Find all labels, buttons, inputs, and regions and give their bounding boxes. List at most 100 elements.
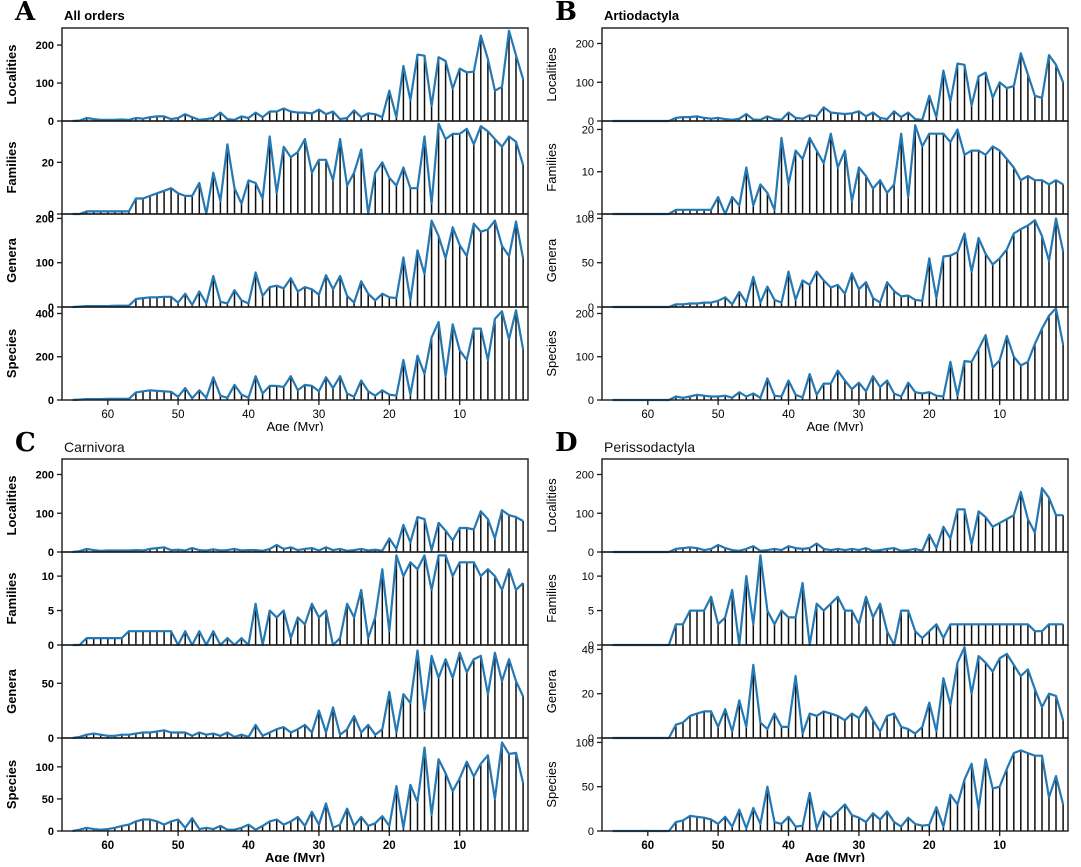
y-axis-label: Genera bbox=[4, 237, 19, 283]
x-axis-label: Age (Myr) bbox=[266, 419, 323, 431]
y-tick-label: 5 bbox=[588, 606, 594, 618]
y-tick-label: 0 bbox=[48, 640, 54, 652]
x-tick-label: 50 bbox=[712, 409, 725, 421]
y-tick-label: 0 bbox=[48, 547, 54, 559]
y-tick-label: 0 bbox=[48, 116, 54, 128]
subplot-families: 0 10 20 Families bbox=[544, 120, 1069, 221]
trend-line bbox=[72, 649, 525, 740]
plot-border bbox=[61, 306, 529, 401]
x-tick-label: 60 bbox=[641, 409, 654, 421]
y-axis-label: Species bbox=[544, 761, 559, 808]
panel-a-plot: 0 100 200 Localities 0 20 Families 0 100 200 Gener… bbox=[0, 26, 540, 434]
plot-border bbox=[61, 737, 529, 832]
panel-title: Carnivora bbox=[64, 439, 125, 455]
subplot-families: 0 5 10 Families bbox=[4, 551, 529, 652]
y-tick-label: 200 bbox=[576, 470, 594, 482]
trend-line bbox=[612, 554, 1064, 647]
y-axis-label: Families bbox=[544, 574, 559, 623]
y-tick-label: 20 bbox=[582, 124, 594, 136]
stems bbox=[85, 555, 524, 645]
y-tick-label: 20 bbox=[582, 689, 594, 701]
subplot-families: 0 5 10 Families bbox=[544, 551, 1069, 652]
plot-border bbox=[601, 27, 1069, 122]
y-tick-label: 0 bbox=[588, 302, 594, 314]
y-tick-label: 200 bbox=[36, 213, 54, 225]
y-axis-label: Genera bbox=[544, 238, 559, 282]
panel-d-header: D Perissodactyla bbox=[540, 428, 1081, 458]
y-tick-label: 10 bbox=[582, 571, 594, 583]
panel-b-header: B Artiodactyla bbox=[540, 0, 1081, 26]
y-axis-label: Families bbox=[544, 143, 559, 192]
subplot-species: 0 50 100 Species bbox=[544, 737, 1069, 838]
trend-line bbox=[72, 554, 524, 647]
subplot-species: 0 100 200 Species bbox=[544, 306, 1069, 407]
plot-border bbox=[61, 458, 529, 553]
x-tick-label: 30 bbox=[313, 840, 326, 852]
y-tick-label: 100 bbox=[576, 77, 594, 89]
x-tick-label: 10 bbox=[453, 409, 466, 421]
y-tick-label: 200 bbox=[576, 308, 594, 320]
x-tick-label: 10 bbox=[453, 840, 466, 852]
trend-line bbox=[72, 29, 525, 123]
x-tick-label: 40 bbox=[782, 409, 795, 421]
y-tick-label: 100 bbox=[36, 508, 54, 520]
x-tick-label: 30 bbox=[853, 409, 866, 421]
stems bbox=[675, 218, 1064, 307]
y-tick-label: 0 bbox=[48, 302, 54, 314]
subplot-genera: 0 50 100 Genera bbox=[544, 213, 1069, 314]
panel-c-chart: 0 100 200 Localities 0 5 10 Families 0 50 Genera 0 5… bbox=[4, 458, 529, 865]
panel-b: B Artiodactyla 0 100 200 Localities 0 10 20 Fam… bbox=[540, 0, 1081, 434]
panel-c-plot: 0 100 200 Localities 0 5 10 Families 0 50 Genera 0 5… bbox=[0, 457, 540, 865]
x-tick-label: 50 bbox=[172, 840, 185, 852]
x-tick-label: 30 bbox=[853, 840, 866, 852]
panel-b-chart: 0100200Localities01020Families050100Gene… bbox=[544, 27, 1069, 434]
panel-d-chart: 0100200Localities0510Families02040Genera… bbox=[544, 458, 1069, 865]
subplot-genera: 0 100 200 Genera bbox=[4, 213, 529, 314]
plot-border bbox=[601, 737, 1069, 832]
x-tick-label: 50 bbox=[712, 840, 725, 852]
stems bbox=[675, 647, 1064, 738]
trend-line bbox=[72, 309, 525, 402]
y-tick-label: 0 bbox=[588, 116, 594, 128]
y-tick-label: 40 bbox=[582, 644, 594, 656]
subplot-genera: 0 50 Genera bbox=[4, 644, 529, 745]
x-tick-label: 60 bbox=[101, 840, 114, 852]
panel-b-plot: 0 100 200 Localities 0 10 20 Families 0 50 100 Gene… bbox=[540, 26, 1080, 434]
y-tick-label: 200 bbox=[36, 40, 54, 52]
panel-d: D Perissodactyla 0 100 200 Localities 0 5 10 Fa… bbox=[540, 428, 1081, 865]
y-axis-label: Localities bbox=[4, 45, 19, 105]
stems bbox=[78, 742, 524, 831]
plot-border bbox=[601, 458, 1069, 553]
trend-line bbox=[612, 646, 1065, 740]
y-axis-label: Genera bbox=[544, 669, 559, 713]
trend-line bbox=[612, 217, 1065, 309]
y-tick-label: 0 bbox=[588, 826, 594, 838]
x-tick-label: 60 bbox=[641, 840, 654, 852]
y-tick-label: 200 bbox=[36, 352, 54, 364]
y-tick-label: 0 bbox=[588, 640, 594, 652]
y-axis-label: Species bbox=[4, 760, 19, 809]
x-tick-label: 40 bbox=[782, 840, 795, 852]
plot-border bbox=[61, 213, 529, 308]
y-tick-label: 10 bbox=[582, 167, 594, 179]
y-tick-label: 20 bbox=[42, 157, 54, 169]
y-tick-label: 100 bbox=[576, 508, 594, 520]
panel-letter: C bbox=[15, 428, 36, 458]
panel-d-plot: 0 100 200 Localities 0 5 10 Families 0 20 40 Genera… bbox=[540, 457, 1080, 865]
y-tick-label: 0 bbox=[588, 209, 594, 221]
x-tick-label: 40 bbox=[242, 840, 255, 852]
trend-line bbox=[72, 508, 524, 554]
y-axis-label: Genera bbox=[4, 668, 19, 714]
stems bbox=[78, 220, 524, 307]
panel-title: Artiodactyla bbox=[604, 8, 680, 23]
panel-letter: D bbox=[555, 428, 578, 458]
stems bbox=[85, 123, 524, 214]
x-axis-label: Age (Myr) bbox=[806, 419, 863, 431]
y-tick-label: 100 bbox=[576, 213, 594, 225]
y-tick-label: 5 bbox=[48, 606, 54, 618]
y-tick-label: 200 bbox=[576, 39, 594, 51]
subplot-localities: 0 100 200 Localities bbox=[4, 27, 529, 128]
x-tick-label: 50 bbox=[172, 409, 185, 421]
trend-line bbox=[72, 741, 525, 833]
